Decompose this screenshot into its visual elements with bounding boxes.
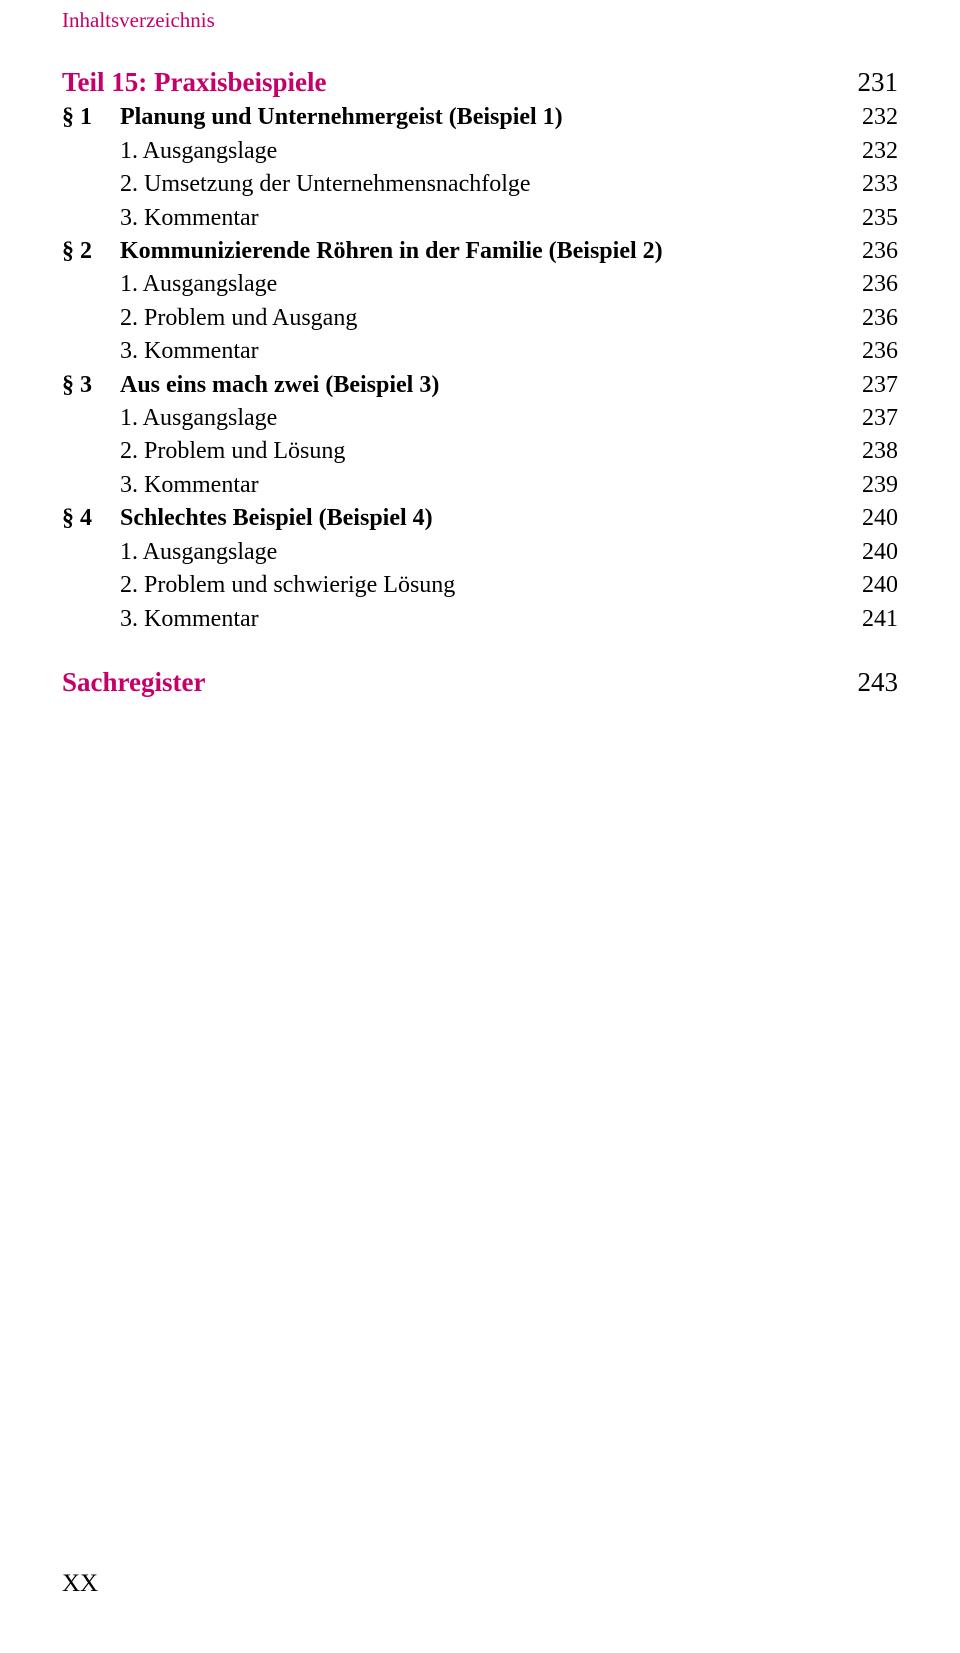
section-number: § 2 [62, 236, 120, 268]
item-label: 3. Kommentar [120, 336, 848, 368]
item-page: 236 [848, 336, 898, 368]
toc-item-row: 2. Problem und schwierige Lösung240 [62, 570, 898, 602]
toc-item-row: 2. Problem und Ausgang236 [62, 303, 898, 335]
toc-section-row: § 2Kommunizierende Röhren in der Familie… [62, 236, 898, 268]
section-number: § 3 [62, 370, 120, 402]
item-label: 2. Umsetzung der Unternehmensnachfolge [120, 169, 848, 201]
section-title: Planung und Unternehmergeist (Beispiel 1… [120, 102, 848, 134]
sachregister-row: Sachregister 243 [62, 665, 898, 701]
item-label: 1. Ausgangslage [120, 537, 848, 569]
item-label: 1. Ausgangslage [120, 269, 848, 301]
toc-item-row: 2. Umsetzung der Unternehmensnachfolge23… [62, 169, 898, 201]
item-page: 235 [848, 203, 898, 235]
item-label: 3. Kommentar [120, 203, 848, 235]
section-title: Aus eins mach zwei (Beispiel 3) [120, 370, 848, 402]
sachregister-label: Sachregister [62, 665, 848, 701]
item-page: 232 [848, 136, 898, 168]
item-page: 236 [848, 269, 898, 301]
toc-section-row: § 3Aus eins mach zwei (Beispiel 3)237 [62, 370, 898, 402]
sachregister-page: 243 [848, 665, 898, 701]
item-page: 241 [848, 604, 898, 636]
toc-item-row: 1. Ausgangslage232 [62, 136, 898, 168]
item-label: 2. Problem und Lösung [120, 436, 848, 468]
section-page: 240 [848, 503, 898, 535]
item-label: 3. Kommentar [120, 604, 848, 636]
page-number-footer: XX [62, 1570, 98, 1598]
item-page: 237 [848, 403, 898, 435]
item-page: 240 [848, 537, 898, 569]
section-page: 237 [848, 370, 898, 402]
item-page: 238 [848, 436, 898, 468]
toc-item-row: 1. Ausgangslage237 [62, 403, 898, 435]
part-title: Teil 15: Praxisbeispiele [62, 65, 848, 101]
section-page: 236 [848, 236, 898, 268]
section-page: 232 [848, 102, 898, 134]
toc-item-row: 3. Kommentar236 [62, 336, 898, 368]
item-label: 1. Ausgangslage [120, 136, 848, 168]
item-label: 1. Ausgangslage [120, 403, 848, 435]
toc-section-row: § 4Schlechtes Beispiel (Beispiel 4)240 [62, 503, 898, 535]
toc-sections: § 1Planung und Unternehmergeist (Beispie… [62, 102, 898, 635]
toc-item-row: 1. Ausgangslage240 [62, 537, 898, 569]
item-label: 2. Problem und Ausgang [120, 303, 848, 335]
running-head: Inhaltsverzeichnis [62, 8, 898, 33]
item-label: 3. Kommentar [120, 470, 848, 502]
section-number: § 4 [62, 503, 120, 535]
item-page: 233 [848, 169, 898, 201]
section-title: Schlechtes Beispiel (Beispiel 4) [120, 503, 848, 535]
item-page: 240 [848, 570, 898, 602]
toc-item-row: 3. Kommentar235 [62, 203, 898, 235]
section-title: Kommunizierende Röhren in der Familie (B… [120, 236, 848, 268]
item-label: 2. Problem und schwierige Lösung [120, 570, 848, 602]
toc-page: Inhaltsverzeichnis Teil 15: Praxisbeispi… [0, 0, 960, 701]
toc-item-row: 2. Problem und Lösung238 [62, 436, 898, 468]
item-page: 239 [848, 470, 898, 502]
item-page: 236 [848, 303, 898, 335]
toc-item-row: 3. Kommentar241 [62, 604, 898, 636]
part-page: 231 [848, 65, 898, 101]
toc-section-row: § 1Planung und Unternehmergeist (Beispie… [62, 102, 898, 134]
part-heading-row: Teil 15: Praxisbeispiele 231 [62, 65, 898, 101]
section-number: § 1 [62, 102, 120, 134]
toc-item-row: 1. Ausgangslage236 [62, 269, 898, 301]
toc-item-row: 3. Kommentar239 [62, 470, 898, 502]
